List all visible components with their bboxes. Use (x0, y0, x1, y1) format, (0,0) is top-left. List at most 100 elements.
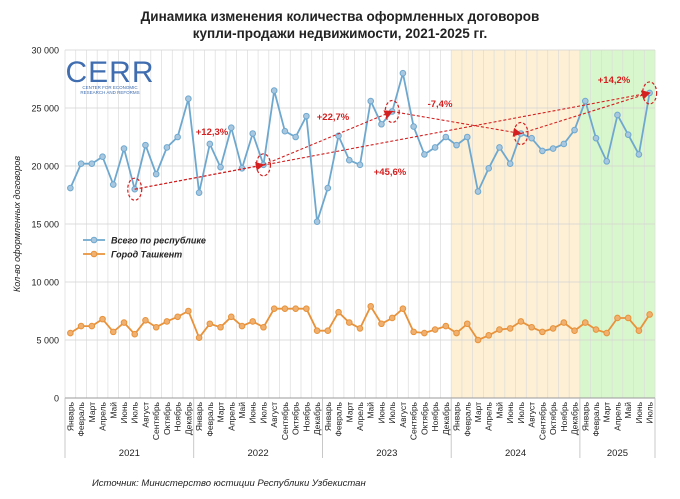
data-point (313, 218, 321, 225)
data-point (270, 87, 278, 94)
x-tick-label: Сентябрь (280, 401, 290, 440)
x-tick-label: Май (366, 402, 376, 419)
data-point (142, 316, 149, 324)
year-label: 2024 (505, 448, 526, 459)
data-point (206, 140, 214, 148)
data-point (142, 141, 149, 149)
year-label: 2025 (607, 448, 628, 459)
data-point (581, 319, 589, 326)
data-point (421, 329, 428, 337)
data-point (227, 124, 235, 132)
x-tick-label: Ноябрь (559, 401, 569, 431)
data-point (174, 133, 181, 141)
x-tick-label: Март (216, 402, 226, 422)
data-point (195, 189, 203, 196)
data-point (485, 165, 493, 172)
data-point (303, 305, 310, 312)
x-tick-label: Январь (65, 401, 75, 431)
x-tick-label: Февраль (462, 401, 472, 436)
x-tick-label: Август (140, 402, 150, 428)
data-point (345, 319, 353, 326)
trend-arrow (520, 91, 651, 135)
logo-subtitle-line1: CENTER FOR ECONOMIC (82, 85, 138, 90)
x-tick-label: Март (344, 402, 354, 422)
data-point (635, 151, 643, 158)
x-tick-label: Май (623, 402, 633, 419)
data-point (217, 323, 224, 331)
data-point (99, 153, 106, 161)
highlight-ellipse (384, 99, 400, 124)
x-tick-label: Январь (452, 401, 462, 431)
data-point (367, 97, 375, 105)
data-point (99, 315, 106, 323)
data-point (77, 322, 85, 330)
data-point (528, 134, 535, 142)
x-tick-label: Сентябрь (151, 401, 161, 440)
data-point (356, 325, 364, 332)
trend-arrow (392, 110, 522, 137)
data-point (592, 134, 600, 142)
data-point (217, 163, 224, 171)
x-tick-label: Октябрь (291, 401, 301, 435)
data-point (88, 322, 96, 330)
x-tick-label: Июль (130, 401, 140, 423)
data-point (539, 147, 546, 155)
data-point (399, 305, 407, 312)
data-point (378, 120, 385, 128)
data-point (442, 322, 450, 330)
data-point (410, 123, 417, 130)
year-label: 2022 (248, 448, 269, 459)
y-tick-label: 10 000 (31, 278, 59, 288)
data-point (163, 144, 171, 151)
data-point (549, 145, 557, 152)
x-tick-label: Июль (258, 401, 268, 423)
x-tick-label: Сентябрь (409, 401, 419, 440)
y-tick-label: 0 (54, 394, 59, 404)
data-point (324, 327, 332, 335)
x-tick-label: Апрель (612, 401, 622, 430)
data-point (249, 318, 257, 325)
x-tick-label: Июль (516, 401, 526, 423)
data-point (635, 327, 643, 335)
highlight-ellipse (127, 177, 143, 201)
x-tick-label: Март (87, 402, 97, 422)
x-tick-label: Декабрь (183, 401, 193, 435)
x-tick-label: Июнь (376, 401, 386, 423)
x-tick-label: Ноябрь (430, 401, 440, 431)
data-point (227, 313, 235, 321)
data-point (345, 156, 353, 164)
data-point (614, 314, 621, 322)
x-tick-label: Октябрь (419, 401, 429, 435)
data-point (431, 144, 439, 151)
data-point (67, 184, 74, 192)
data-point (571, 126, 578, 134)
data-point (152, 170, 160, 178)
legend-label: Город Ташкент (111, 250, 182, 260)
trend-annotation: +45,6% (374, 167, 407, 178)
y-tick-label: 20 000 (31, 162, 59, 172)
data-point (67, 329, 74, 337)
trend-arrow (134, 90, 651, 190)
data-point (281, 305, 289, 312)
y-tick-label: 25 000 (31, 104, 59, 114)
x-tick-label: Март (473, 402, 483, 422)
data-point (324, 184, 332, 192)
year-label: 2023 (376, 448, 397, 459)
data-point (88, 160, 96, 167)
data-point (120, 319, 128, 326)
data-point (410, 328, 417, 336)
data-point (388, 314, 396, 322)
x-tick-label: Апрель (226, 401, 236, 430)
data-point (335, 308, 342, 316)
trend-annotation: +12,3% (196, 127, 229, 138)
x-tick-label: Февраль (205, 401, 215, 436)
data-point (335, 132, 342, 140)
data-point (624, 314, 632, 322)
data-point (571, 327, 578, 335)
x-tick-label: Май (237, 402, 247, 419)
trend-annotation: -7,4% (428, 99, 453, 110)
x-tick-label: Май (108, 402, 118, 419)
data-point (185, 95, 192, 103)
data-point (260, 323, 267, 331)
